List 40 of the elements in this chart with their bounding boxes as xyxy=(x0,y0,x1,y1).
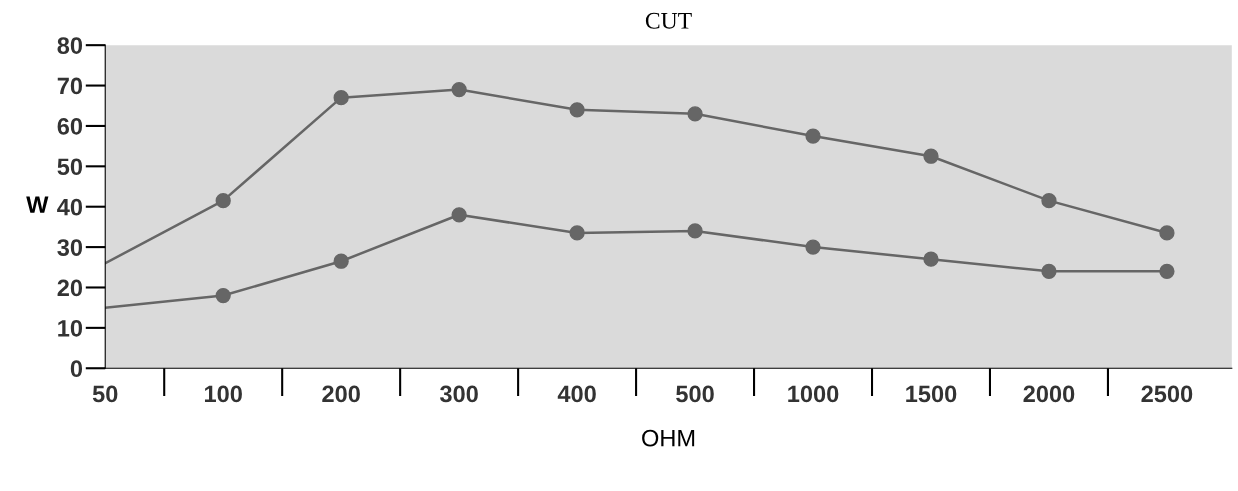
point xyxy=(569,102,585,118)
y-tick-label: 30 xyxy=(57,239,83,256)
point xyxy=(333,253,349,269)
x-tick-label: 2000 xyxy=(1023,385,1075,403)
chart-title: CUT xyxy=(645,12,692,29)
point xyxy=(923,251,939,267)
point xyxy=(1041,193,1057,209)
point xyxy=(569,225,585,241)
y-tick-label: 60 xyxy=(57,118,83,135)
x-tick-label: 1000 xyxy=(788,385,839,403)
x-tick-label: 2500 xyxy=(1141,385,1193,403)
x-tick-label: 100 xyxy=(204,385,242,403)
x-tick-label: 300 xyxy=(439,385,478,403)
y-tick-label: 10 xyxy=(58,319,83,337)
point xyxy=(687,106,703,122)
x-tick-label: 50 xyxy=(92,385,118,403)
point xyxy=(805,239,821,255)
y-tick-label: 80 xyxy=(57,37,83,54)
y-tick-label: 50 xyxy=(57,158,83,176)
y-tick-label: 0 xyxy=(70,360,83,378)
point xyxy=(1159,263,1175,279)
point xyxy=(451,81,467,98)
y-tick-label: 70 xyxy=(57,77,83,95)
point xyxy=(923,148,939,164)
x-tick-label: 500 xyxy=(676,385,714,403)
y-axis-title: W xyxy=(26,196,49,213)
point xyxy=(805,128,821,144)
point xyxy=(333,90,349,106)
y-tick-label: 40 xyxy=(57,198,83,216)
x-tick-label: 400 xyxy=(557,385,596,403)
point xyxy=(687,223,703,239)
point xyxy=(1041,263,1057,279)
point xyxy=(215,193,231,209)
x-axis-title: OHM xyxy=(642,429,695,447)
point xyxy=(1159,225,1175,241)
x-tick-label: 200 xyxy=(322,385,360,403)
y-tick-label: 20 xyxy=(57,279,83,297)
point xyxy=(215,287,231,304)
x-tick-label: 1500 xyxy=(906,385,957,403)
point xyxy=(451,207,467,223)
